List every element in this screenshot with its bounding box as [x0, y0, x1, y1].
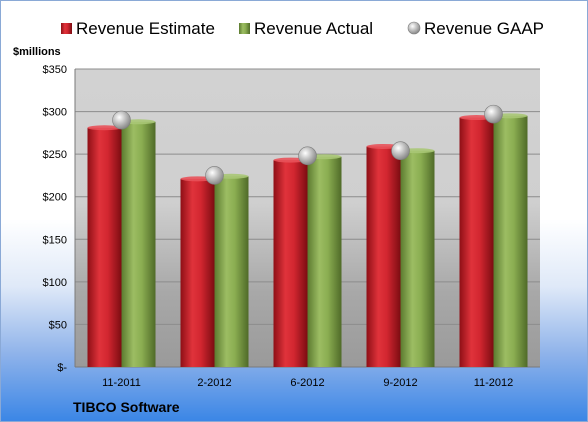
bars [87, 104, 528, 368]
y-tick-label: $350 [43, 64, 67, 76]
revenue-actual-bar [121, 119, 156, 367]
revenue-estimate-bar [273, 157, 308, 367]
y-tick-label: $100 [43, 277, 67, 289]
y-axis-unit-label: $millions [13, 46, 61, 58]
y-tick-label: $- [57, 362, 67, 374]
revenue-estimate-bar [459, 115, 494, 367]
x-tick-label: 2-2012 [197, 377, 231, 389]
revenue-actual-bar [493, 113, 528, 367]
legend-label: Revenue Estimate [76, 19, 215, 38]
revenue-gaap-marker [484, 104, 503, 124]
legend-swatch [239, 23, 250, 34]
revenue-estimate-bar [180, 176, 215, 367]
revenue-estimate-bar [87, 125, 122, 368]
y-tick-label: $250 [43, 149, 67, 161]
legend-revenue-estimate: Revenue Estimate [61, 19, 215, 38]
y-tick-label: $200 [43, 192, 67, 204]
x-tick-label: 9-2012 [383, 377, 417, 389]
legend-revenue-gaap: Revenue GAAP [407, 19, 544, 38]
y-axis-ticks: $- $50 $100 $150 $200 $250 $300 $350 [43, 64, 68, 374]
revenue-gaap-marker [112, 110, 131, 130]
legend-label: Revenue Actual [254, 19, 373, 38]
legend-label: Revenue GAAP [424, 19, 544, 38]
revenue-actual-bar [400, 148, 435, 367]
x-axis-ticks: 11-2011 2-2012 6-2012 9-2012 11-2012 [102, 377, 513, 389]
x-tick-label: 11-2011 [102, 377, 141, 389]
legend: Revenue Estimate Revenue Actual Revenue GA… [61, 19, 544, 38]
revenue-actual-bar [307, 154, 342, 367]
revenue-gaap-marker [205, 166, 224, 185]
y-tick-label: $150 [43, 234, 67, 246]
revenue-estimate-bar [366, 143, 401, 367]
x-tick-label: 6-2012 [290, 377, 324, 389]
revenue-gaap-marker [298, 146, 317, 166]
x-tick-label: 11-2012 [474, 377, 514, 389]
legend-revenue-actual: Revenue Actual [239, 19, 373, 38]
y-tick-label: $50 [49, 319, 67, 331]
legend-gaap-swatch [407, 21, 421, 35]
revenue-actual-bar [214, 173, 249, 367]
revenue-gaap-marker [391, 141, 410, 161]
legend-swatch [61, 23, 72, 34]
y-tick-label: $300 [43, 107, 67, 119]
company-name: TIBCO Software [73, 399, 180, 415]
